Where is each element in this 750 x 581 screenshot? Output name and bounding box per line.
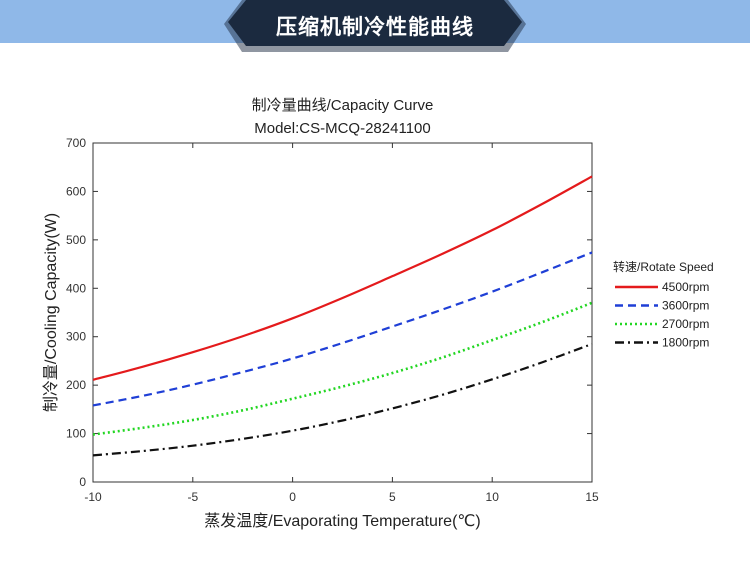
y-tick-label: 300	[66, 330, 86, 344]
y-axis-label: 制冷量/Cooling Capacity(W)	[42, 213, 60, 412]
x-tick-label: -5	[187, 490, 198, 504]
y-tick-label: 200	[66, 378, 86, 392]
x-axis-label: 蒸发温度/Evaporating Temperature(℃)	[204, 512, 480, 530]
chart-title: 制冷量曲线/Capacity Curve	[252, 97, 434, 114]
series-line-2700rpm	[92, 301, 593, 436]
y-tick-label: 500	[66, 233, 86, 247]
legend-label: 3600rpm	[662, 299, 709, 313]
series-line-4500rpm	[92, 175, 593, 381]
chart-subtitle: Model:CS-MCQ-28241100	[254, 120, 430, 137]
series-line-3600rpm	[92, 251, 593, 407]
banner-title: 压缩机制冷性能曲线	[276, 15, 474, 39]
y-tick-label: 100	[66, 427, 86, 441]
y-tick-label: 0	[79, 475, 86, 489]
y-tick-label: 700	[66, 136, 86, 150]
legend-label: 1800rpm	[662, 336, 709, 350]
x-tick-label: 15	[585, 490, 599, 504]
legend-title: 转速/Rotate Speed	[613, 259, 714, 274]
x-tick-label: 10	[486, 490, 500, 504]
x-tick-label: -10	[84, 490, 102, 504]
plot-frame	[92, 142, 593, 483]
banner-badge	[224, 0, 526, 52]
legend-label: 4500rpm	[662, 280, 709, 294]
y-tick-label: 400	[66, 281, 86, 295]
legend-label: 2700rpm	[662, 317, 709, 331]
x-tick-label: 0	[289, 490, 296, 504]
x-tick-label: 5	[389, 490, 396, 504]
y-tick-label: 600	[66, 184, 86, 198]
series-line-1800rpm	[92, 342, 593, 457]
